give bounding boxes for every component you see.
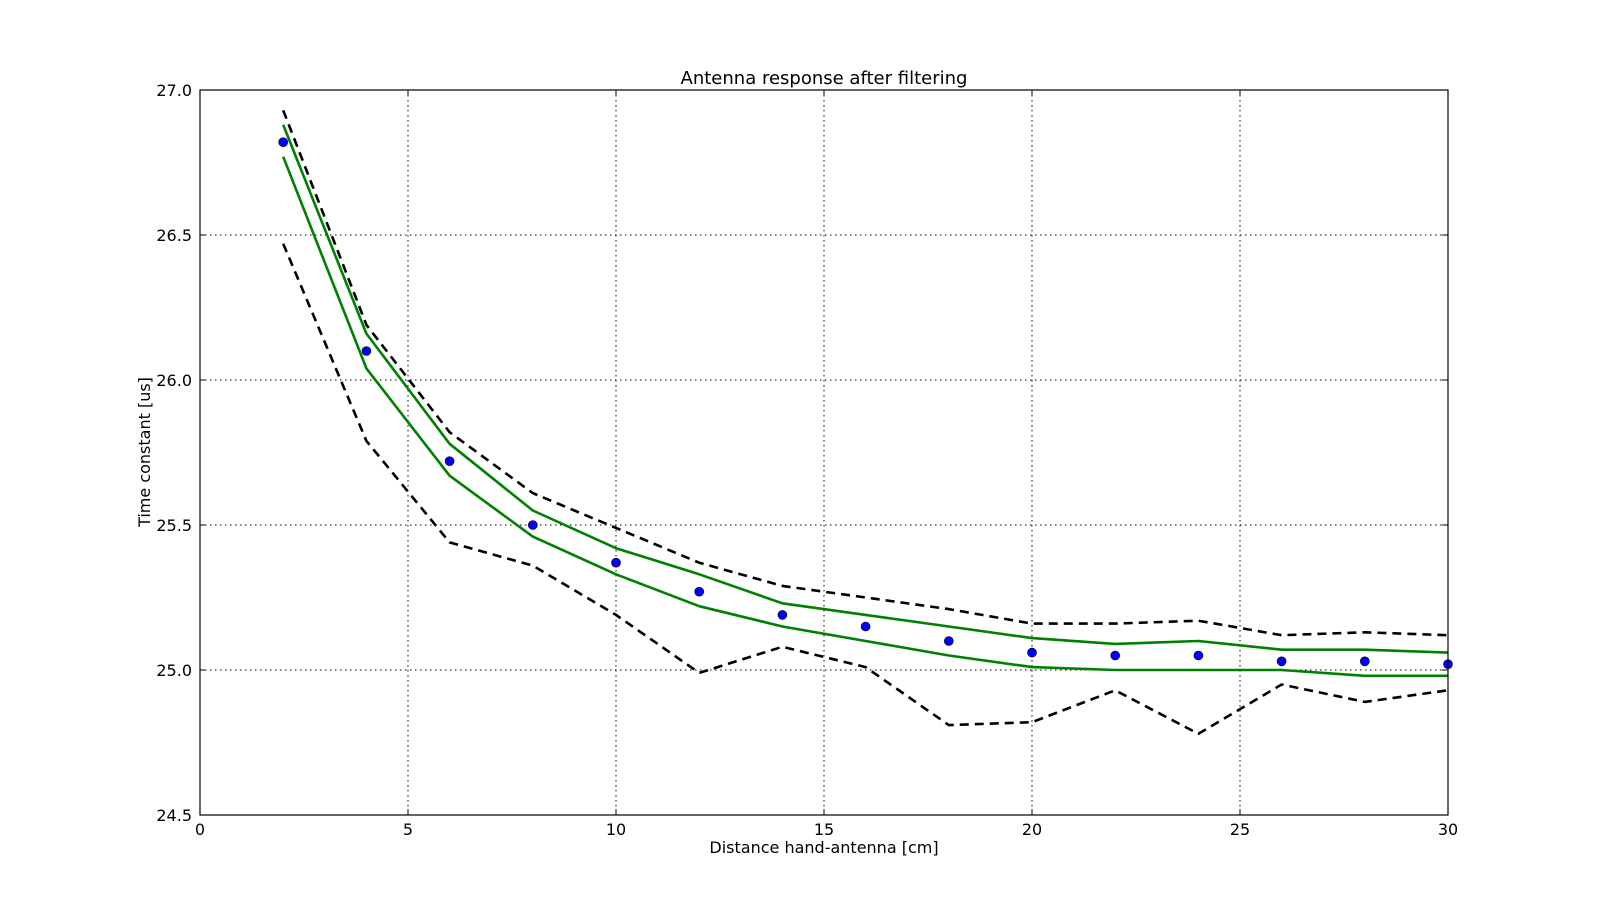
x-tick-label: 30 bbox=[1438, 820, 1458, 839]
data-point bbox=[278, 137, 289, 147]
dashed-bound-line-4 bbox=[282, 243, 1449, 736]
x-tick-label: 25 bbox=[1230, 820, 1250, 839]
y-tick-label: 25.5 bbox=[156, 516, 192, 535]
data-point bbox=[1360, 656, 1370, 667]
data-point bbox=[694, 586, 705, 597]
measured-points-series bbox=[278, 137, 1453, 670]
data-point bbox=[1276, 656, 1287, 667]
grid bbox=[200, 90, 1448, 815]
x-tick-label: 0 bbox=[195, 820, 205, 839]
data-point bbox=[361, 346, 372, 356]
y-tick-label: 26.0 bbox=[156, 371, 192, 390]
data-point bbox=[1027, 647, 1037, 658]
y-tick-label: 24.5 bbox=[156, 806, 192, 825]
solid-bound-line-1 bbox=[281, 124, 1449, 654]
data-point bbox=[860, 621, 871, 632]
x-tick-label: 20 bbox=[1022, 820, 1042, 839]
data-point bbox=[527, 520, 538, 530]
solid-bound-line-2 bbox=[281, 156, 1448, 678]
plot-frame bbox=[199, 89, 1449, 816]
y-tick-label: 25.0 bbox=[156, 661, 192, 680]
x-tick-label: 10 bbox=[606, 820, 626, 839]
data-point bbox=[1193, 650, 1204, 661]
series-layer bbox=[278, 109, 1453, 736]
data-point bbox=[1110, 650, 1120, 661]
x-axis-label: Distance hand-antenna [cm] bbox=[709, 838, 938, 857]
y-axis-label: Time constant [us] bbox=[135, 377, 154, 528]
data-point bbox=[444, 456, 455, 467]
y-tick-label: 27.0 bbox=[156, 81, 192, 100]
axis-ticks: 0 5 10 15 20 25 30 24.5 25.0 25.5 26.0 26.5 27.0 bbox=[156, 81, 1458, 839]
x-tick-label: 15 bbox=[814, 820, 834, 839]
data-point bbox=[611, 557, 621, 568]
x-tick-label: 5 bbox=[403, 820, 413, 839]
y-tick-label: 26.5 bbox=[156, 226, 192, 245]
data-point bbox=[943, 636, 954, 646]
dashed-bound-line-3 bbox=[281, 109, 1449, 637]
data-point bbox=[777, 610, 788, 620]
chart-title: Antenna response after filtering bbox=[681, 68, 968, 89]
